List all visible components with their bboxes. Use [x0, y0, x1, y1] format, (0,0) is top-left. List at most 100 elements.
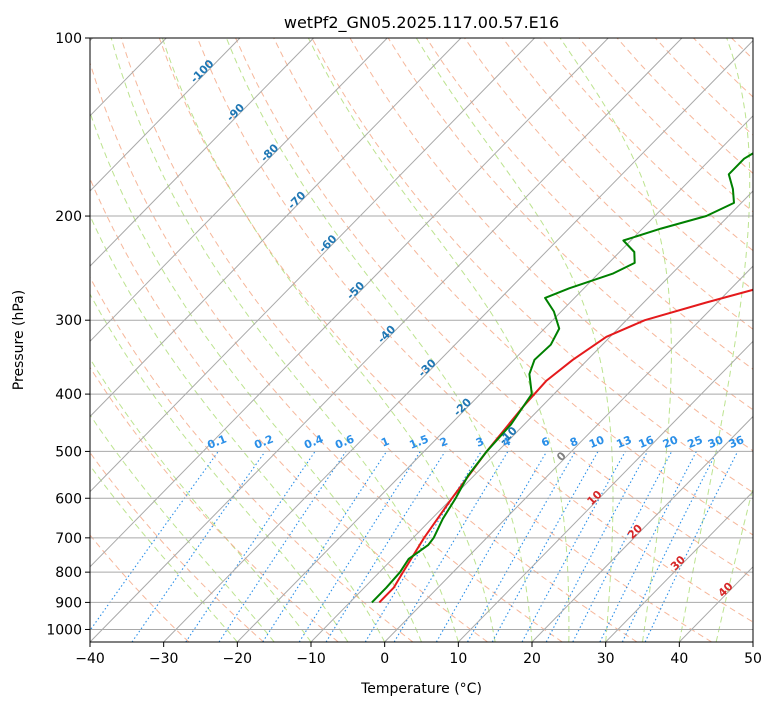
plot-area — [90, 38, 753, 642]
x-tick-label: 20 — [523, 651, 541, 667]
x-tick-label: −30 — [149, 651, 179, 667]
profile-series — [371, 152, 753, 604]
mixing-ratio-label: 25 — [686, 433, 705, 451]
isotherm-line — [531, 415, 753, 642]
mixing-ratio-line — [545, 451, 648, 642]
mixing-ratio-label: 13 — [615, 433, 634, 451]
mixing-ratio-line — [467, 451, 576, 642]
x-axis-label: Temperature (°C) — [360, 681, 482, 697]
moist-adiabat — [715, 485, 753, 642]
mixing-ratio-line — [185, 451, 316, 642]
dry-adiabat — [90, 534, 190, 642]
isotherm-label: -90 — [224, 101, 247, 124]
mixing-ratio-label: 16 — [637, 433, 656, 451]
dry-adiabat — [90, 276, 414, 642]
mixing-ratio-label: 0.4 — [302, 432, 325, 451]
moist-adiabat — [225, 38, 533, 642]
isotherm-label: -40 — [375, 322, 398, 345]
isotherm-line — [163, 39, 753, 642]
mixing-ratio-label: 10 — [587, 433, 606, 451]
isotherm-line — [752, 641, 753, 642]
mixing-ratio-line — [218, 451, 347, 642]
isotherm-label: -70 — [285, 189, 308, 212]
y-tick-label: 1000 — [46, 622, 82, 638]
x-axis-ticks: −40 −30 −20 −10 0 10 20 30 40 50 — [75, 642, 762, 667]
dry-adiabat — [693, 38, 753, 98]
x-tick-label: 0 — [380, 651, 389, 667]
y-tick-label: 900 — [55, 595, 82, 611]
moist-adiabats — [90, 38, 753, 642]
mixing-ratio-line — [393, 451, 509, 642]
moist-adiabat — [161, 38, 496, 642]
mixing-ratio-line — [572, 451, 673, 642]
mixing-ratio-line — [131, 451, 266, 642]
isotherm-gridlines — [90, 38, 753, 642]
chart-title: wetPf2_GN05.2025.117.00.57.E16 — [284, 13, 559, 33]
moist-adiabat — [415, 38, 614, 642]
dry-adiabat — [90, 451, 264, 642]
dry-adiabat — [502, 38, 753, 291]
dry-adiabat — [654, 38, 753, 136]
mixing-ratio-label: 20 — [661, 433, 680, 451]
isotherm-label: -20 — [451, 395, 474, 418]
mixing-ratio-line — [621, 451, 718, 642]
temperature-line — [378, 288, 753, 604]
mixing-ratio-line — [298, 451, 421, 642]
dry-adiabat — [90, 177, 488, 642]
isotherm-line — [678, 566, 753, 642]
isotherm-label: 10 — [585, 488, 605, 508]
mixing-ratio-line — [262, 451, 388, 642]
isotherm-label: 20 — [625, 521, 645, 541]
isotherm-line — [457, 340, 753, 642]
dry-adiabat — [90, 61, 563, 642]
mixing-ratio-line — [521, 451, 626, 642]
isotherm-line — [90, 38, 241, 192]
moist-adiabat — [90, 464, 238, 642]
dry-adiabat — [273, 38, 753, 536]
x-tick-label: 50 — [744, 651, 762, 667]
mixing-ratio-line — [364, 451, 482, 642]
y-axis-ticks: 100 200 300 400 500 600 700 800 900 1000 — [46, 31, 90, 638]
mixing-ratio-label: 1 — [379, 435, 391, 450]
isotherm-line — [236, 115, 753, 642]
mixing-ratio-line — [435, 451, 548, 642]
y-tick-label: 200 — [55, 209, 82, 225]
mixing-ratio-line — [90, 451, 219, 632]
moist-adiabat — [307, 38, 570, 642]
dry-adiabat — [311, 38, 753, 494]
dry-adiabat — [235, 38, 753, 579]
dry-adiabat — [387, 38, 753, 411]
x-tick-label: −40 — [75, 651, 105, 667]
y-tick-label: 300 — [55, 313, 82, 329]
dry-adiabat — [616, 38, 753, 175]
isotherm-line — [90, 38, 462, 418]
y-tick-label: 600 — [55, 491, 82, 507]
isotherm-label: 40 — [716, 579, 736, 599]
y-axis-label: Pressure (hPa) — [11, 290, 27, 390]
isotherm-label: -80 — [258, 141, 281, 164]
dry-adiabat — [90, 366, 339, 642]
dry-adiabat — [120, 38, 638, 642]
dry-adiabat — [196, 38, 753, 623]
isotherm-label: -100 — [188, 57, 217, 86]
moist-adiabat — [559, 38, 672, 642]
isotherm-line — [384, 265, 753, 642]
isotherm-label: -30 — [416, 356, 439, 379]
isotherm-line — [90, 38, 388, 343]
mixing-ratio-label: 0.1 — [206, 432, 229, 451]
x-tick-label: −20 — [223, 651, 253, 667]
mixing-ratio-label: 8 — [568, 435, 580, 450]
y-tick-label: 400 — [55, 387, 82, 403]
mixing-ratio-labels: 0.1 0.2 0.4 0.6 1 1.5 2 3 4 6 8 10 13 16 20 25 30 36 — [206, 432, 747, 451]
x-tick-label: 40 — [670, 651, 688, 667]
mixing-ratio-line — [599, 451, 697, 642]
dewpoint-line — [371, 152, 753, 604]
isotherm-line — [90, 38, 683, 642]
y-tick-label: 100 — [55, 31, 82, 47]
moist-adiabat — [110, 38, 459, 642]
dry-adiabat — [158, 38, 712, 642]
y-tick-label: 800 — [55, 565, 82, 581]
moist-adiabat — [678, 38, 751, 642]
mixing-ratio-label: 3 — [474, 435, 486, 450]
